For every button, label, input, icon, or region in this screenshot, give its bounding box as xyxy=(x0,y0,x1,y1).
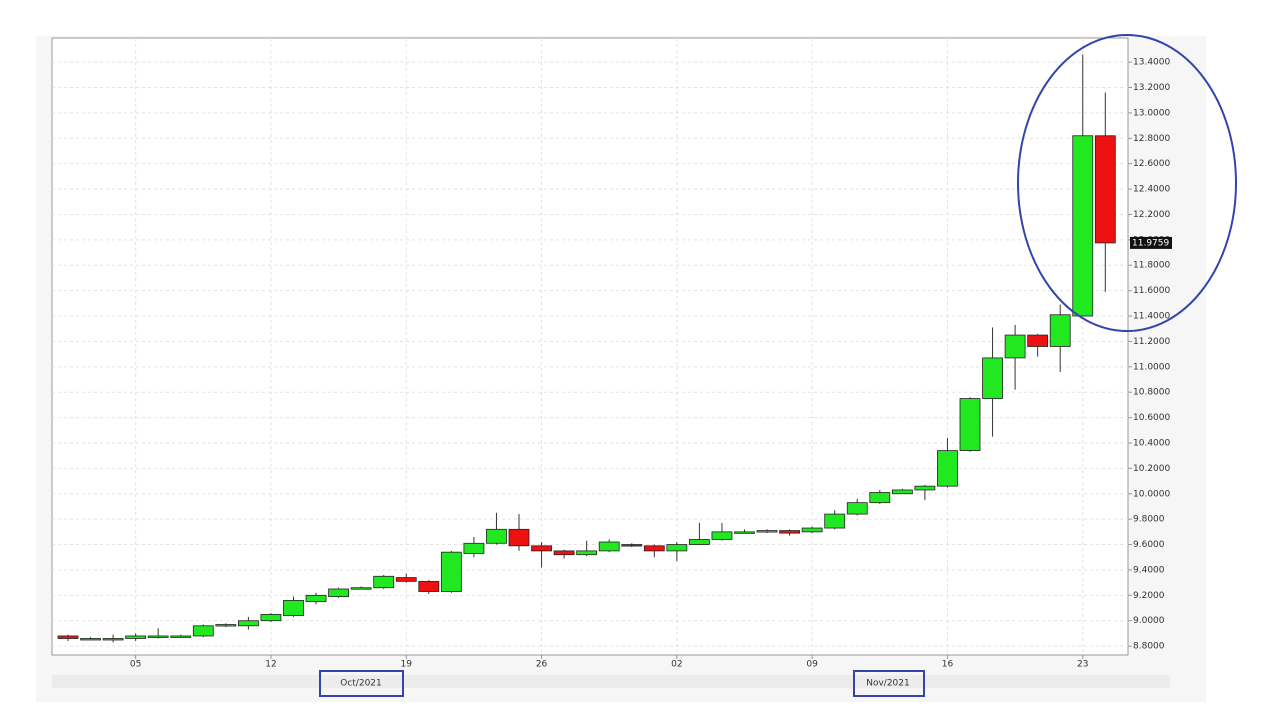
y-tick-label: 9.4000 xyxy=(1133,565,1165,575)
y-tick-label: 11.6000 xyxy=(1133,286,1170,296)
candle-body xyxy=(125,635,147,639)
candle-body xyxy=(57,635,79,639)
candle-body xyxy=(192,625,214,637)
y-tick-label: 9.8000 xyxy=(1133,515,1165,525)
highlight-box xyxy=(319,670,404,697)
candle-body xyxy=(824,513,846,529)
candle-body xyxy=(779,530,800,534)
y-tick-label: 10.8000 xyxy=(1133,388,1170,398)
y-tick-label: 12.2000 xyxy=(1133,210,1170,220)
x-tick-label: 19 xyxy=(401,660,413,670)
x-tick-label: 16 xyxy=(942,660,954,670)
y-tick-label: 12.4000 xyxy=(1133,185,1170,195)
candle-body xyxy=(801,527,823,533)
candle-body xyxy=(463,542,485,554)
candle-body xyxy=(1027,334,1049,347)
period-label: Nov/2021 xyxy=(866,679,910,689)
candle-body xyxy=(283,600,304,617)
y-tick-label: 11.2000 xyxy=(1133,337,1170,347)
y-tick-label: 10.2000 xyxy=(1133,464,1170,474)
x-tick-label: 09 xyxy=(806,660,818,670)
y-tick-label: 10.6000 xyxy=(1133,413,1170,423)
candle-body xyxy=(531,545,552,552)
candle-body xyxy=(937,450,958,487)
candle-body xyxy=(237,620,259,627)
candle-body xyxy=(914,485,936,491)
candle-body xyxy=(734,531,755,534)
candle-body xyxy=(982,357,1003,399)
y-tick-label: 9.2000 xyxy=(1133,591,1165,601)
candle-body xyxy=(350,587,372,590)
y-tick-label: 10.0000 xyxy=(1133,489,1170,499)
candle-body xyxy=(373,575,395,589)
candle-body xyxy=(846,502,868,515)
candle-body xyxy=(170,635,192,638)
x-tick-label: 02 xyxy=(671,660,682,670)
candle-body xyxy=(959,398,981,452)
x-tick-label: 23 xyxy=(1077,660,1088,670)
candle-body xyxy=(508,528,530,547)
candle-body xyxy=(869,492,891,504)
candle-body xyxy=(711,531,733,540)
candle-body xyxy=(440,551,462,592)
y-tick-label: 8.8000 xyxy=(1133,642,1165,652)
y-tick-label: 13.2000 xyxy=(1133,83,1170,93)
period-label: Oct/2021 xyxy=(340,679,382,689)
y-tick-label: 12.6000 xyxy=(1133,159,1170,169)
x-tick-label: 12 xyxy=(265,660,276,670)
x-tick-label: 05 xyxy=(130,660,141,670)
price-tag-label: 11.9759 xyxy=(1132,238,1169,248)
candle-body xyxy=(418,580,440,592)
y-tick-label: 13.4000 xyxy=(1133,58,1170,68)
candle-body xyxy=(666,544,688,552)
candle-body xyxy=(80,638,101,641)
candle-body xyxy=(328,588,350,598)
plot-area xyxy=(51,37,1129,656)
candle-body xyxy=(1094,135,1116,244)
candle-body xyxy=(689,539,710,545)
candle-body xyxy=(305,594,327,603)
plot-layer: 8.8000 9.0000 9.2000 9.4000 9.6000 9.8000 10.0… xyxy=(52,38,1172,689)
candle-body xyxy=(553,550,575,556)
candle-body xyxy=(1049,314,1071,347)
x-tick-label: 26 xyxy=(536,660,548,670)
candle-body xyxy=(102,638,124,641)
y-tick-label: 10.4000 xyxy=(1133,438,1170,448)
candle-body xyxy=(260,613,282,622)
highlight-box xyxy=(853,670,925,697)
y-tick-label: 11.0000 xyxy=(1133,362,1170,372)
candle-body xyxy=(576,550,598,556)
highlight-ellipse xyxy=(1017,34,1237,332)
candle-body xyxy=(395,577,417,582)
candle-body xyxy=(486,528,507,544)
period-strip xyxy=(52,675,1170,688)
candle-body xyxy=(598,541,620,552)
price-tag xyxy=(1130,236,1172,249)
y-tick-label: 13.0000 xyxy=(1133,108,1170,118)
candle-body xyxy=(1072,135,1094,317)
candle-body xyxy=(621,544,643,547)
y-tick-label: 12.8000 xyxy=(1133,134,1170,144)
y-tick-label: 9.0000 xyxy=(1133,616,1165,626)
candle-body xyxy=(891,489,913,495)
candle-body xyxy=(643,545,665,552)
y-tick-label: 9.6000 xyxy=(1133,540,1165,550)
candle-body xyxy=(147,635,169,638)
candle-body xyxy=(1004,334,1026,359)
y-tick-label: 11.8000 xyxy=(1133,261,1170,271)
y-tick-label: 11.4000 xyxy=(1133,312,1170,322)
candle-body xyxy=(756,530,778,533)
candle-body xyxy=(215,624,237,627)
